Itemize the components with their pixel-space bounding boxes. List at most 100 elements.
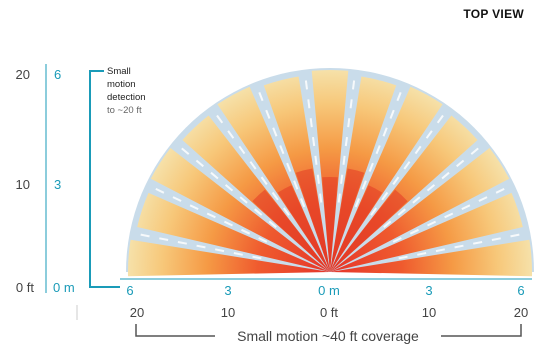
bottom-feet-tick-left-20: 20	[130, 305, 144, 320]
beam-dash	[224, 184, 234, 192]
beam-dash	[181, 147, 190, 155]
detection-beam-core	[330, 168, 365, 272]
left-meter-tick-3: 3	[54, 177, 61, 192]
beam-dash	[155, 187, 165, 194]
beam-dash	[436, 114, 444, 124]
beam-dash	[375, 145, 381, 155]
beam-dash	[478, 196, 488, 202]
beam-dash	[319, 193, 323, 203]
beam-dash	[426, 184, 436, 192]
detection-beam	[311, 69, 349, 272]
view-title: TOP VIEW	[463, 7, 524, 21]
beam-dash	[272, 127, 278, 137]
beam-dash	[159, 237, 169, 241]
beam-dash	[239, 196, 248, 204]
beam-dash	[352, 80, 356, 90]
beam-dash	[249, 161, 257, 170]
coverage-bracket-left	[135, 324, 215, 337]
beam-dash	[238, 145, 246, 155]
beam-dash	[140, 233, 150, 238]
beam-dash	[172, 196, 182, 202]
beam-dash	[196, 244, 206, 249]
beam-dash	[417, 252, 427, 256]
detection-beam-core	[295, 168, 330, 272]
beam-dash	[195, 159, 204, 168]
beam-dash	[389, 109, 395, 119]
callout-line-4: to ~20 ft	[107, 105, 142, 116]
beam-dash	[340, 174, 344, 184]
beam-dash	[223, 220, 233, 227]
beam-dash	[300, 198, 306, 208]
detection-beam-core	[330, 189, 408, 272]
beam-dash	[427, 220, 437, 227]
callout-line-1: Small	[107, 66, 131, 77]
coverage-label: Small motion ~40 ft coverage	[237, 328, 419, 344]
detection-beam-core	[330, 185, 383, 272]
callout-bracket	[89, 70, 120, 288]
left-meter-tick-6: 6	[54, 67, 61, 82]
beam-dash	[461, 204, 471, 211]
beam-dash	[398, 255, 408, 260]
beam-dash	[470, 147, 479, 155]
bottom-meter-tick-right-6: 6	[517, 283, 524, 298]
detection-beam	[150, 148, 330, 272]
bottom-feet-tick-left-10: 10	[221, 305, 235, 320]
beam-dash	[370, 207, 378, 216]
beam-dash	[412, 196, 421, 204]
beam-dash	[456, 159, 465, 168]
detection-beam-core	[252, 189, 330, 272]
beam-dash	[258, 92, 264, 102]
beam-dash	[392, 176, 400, 185]
detection-beam-core	[322, 176, 338, 272]
small-motion-callout: Small motion detection to ~20 ft	[89, 66, 146, 288]
beam-dash	[441, 171, 450, 180]
beam-dash	[392, 237, 402, 243]
beam-dash	[254, 208, 263, 216]
beam-dash	[286, 162, 292, 172]
beam-dash	[382, 127, 388, 137]
detection-beam	[330, 192, 523, 272]
beam-dash	[189, 204, 199, 211]
detection-beam	[330, 148, 510, 272]
beam-dash	[396, 92, 402, 102]
bottom-scale: 6 3 0 m 3 6 20 10 0 ft 10 20	[76, 278, 532, 320]
beam-dash	[473, 241, 483, 245]
callout-line-3: detection	[107, 92, 146, 103]
bottom-meter-tick-left-3: 3	[224, 283, 231, 298]
beam-dash	[354, 198, 360, 208]
beam-dash	[271, 191, 279, 201]
bottom-meter-tick-left-6: 6	[126, 283, 133, 298]
detection-field	[126, 68, 534, 277]
beam-dash	[316, 174, 320, 184]
beam-dash	[206, 212, 216, 219]
beam-dash	[282, 207, 290, 216]
beam-dash	[279, 145, 285, 155]
beam-dash	[214, 248, 225, 253]
bottom-feet-tick-right-20: 20	[514, 305, 528, 320]
beam-dash	[344, 136, 348, 147]
beam-dash	[491, 237, 501, 241]
beam-dash	[383, 220, 392, 228]
beam-dash	[177, 241, 187, 245]
beam-dash	[361, 180, 367, 190]
callout-line-2: motion	[107, 79, 136, 90]
detection-beam-core	[277, 185, 330, 272]
beam-dash	[216, 114, 224, 124]
beam-dash	[314, 155, 318, 165]
detection-beam	[137, 192, 330, 272]
beam-dash	[347, 118, 351, 128]
beam-dash	[293, 180, 299, 190]
beam-dash	[307, 99, 311, 109]
beam-dash	[397, 208, 406, 216]
bottom-meter-tick-right-3: 3	[425, 283, 432, 298]
beam-dash	[435, 248, 446, 253]
beam-dash	[409, 228, 419, 235]
left-scale: 20 10 0 ft 6 3 0 m	[16, 64, 75, 295]
beam-dash	[495, 187, 505, 194]
beam-dash	[454, 244, 464, 249]
beam-dash	[268, 220, 277, 228]
detection-beam	[127, 239, 330, 277]
beam-dash	[227, 130, 235, 139]
